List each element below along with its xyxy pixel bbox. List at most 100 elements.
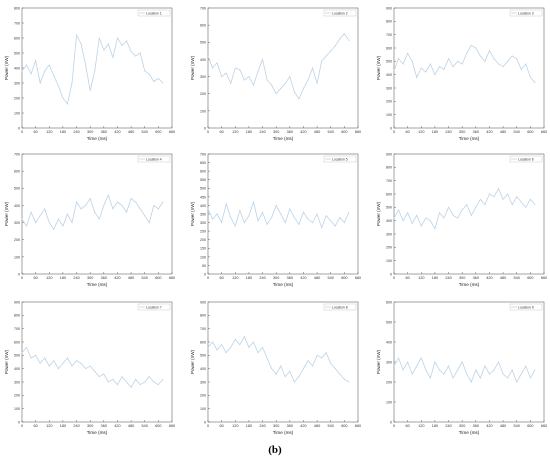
data-point [275, 93, 277, 95]
data-point [157, 78, 159, 79]
y-tick-label: 150 [200, 247, 206, 251]
y-tick-label: 700 [200, 6, 206, 10]
y-tick-label: 900 [14, 300, 20, 304]
y-tick-label: 0 [390, 126, 392, 130]
data-point [126, 40, 128, 42]
data-point [153, 81, 155, 82]
x-tick-label: 420 [486, 424, 492, 428]
data-point [348, 381, 350, 383]
y-tick-label: 0 [204, 126, 206, 130]
data-point [275, 204, 277, 206]
data-point [80, 208, 82, 210]
legend-label: Location 6 [518, 157, 534, 161]
data-point [420, 357, 422, 359]
x-tick-label: 660 [355, 424, 361, 428]
data-point [98, 218, 100, 220]
data-point [121, 376, 123, 378]
data-point [271, 84, 273, 86]
chart-panel: 0 100 200 300 400 500 600 700 0 60 120 180 240 300 360… [4, 152, 175, 287]
x-tick-label: 180 [60, 130, 66, 134]
data-point [520, 373, 522, 375]
x-tick-label: 240 [259, 276, 265, 280]
x-tick-label: 300 [459, 130, 465, 134]
data-point [271, 368, 273, 370]
data-point [475, 206, 477, 208]
data-point [212, 67, 214, 69]
series-line [393, 44, 536, 83]
data-point [148, 376, 150, 378]
data-point [493, 369, 495, 371]
y-tick-label: 400 [14, 367, 20, 371]
data-point [325, 55, 327, 57]
data-point [475, 369, 477, 371]
x-tick-label: 60 [34, 424, 38, 428]
x-tick-label: 540 [514, 276, 520, 280]
data-point [266, 79, 268, 81]
data-point [85, 64, 87, 66]
data-point [257, 220, 259, 222]
data-point [230, 216, 232, 218]
data-point [280, 88, 282, 90]
data-point [461, 209, 463, 211]
data-point [135, 378, 137, 380]
x-tick-label: 240 [445, 424, 451, 428]
legend-label: Location 9 [518, 305, 534, 309]
data-point [112, 57, 114, 58]
data-point [438, 369, 440, 371]
y-tick-label: 200 [14, 238, 20, 242]
x-tick-label: 180 [246, 424, 252, 428]
data-point [57, 368, 59, 370]
data-point [448, 206, 450, 208]
data-point [243, 222, 245, 224]
data-point [89, 365, 91, 367]
y-tick-label: 400 [200, 204, 206, 208]
data-point [488, 50, 490, 52]
x-tick-label: 540 [514, 130, 520, 134]
x-tick-label: 600 [155, 424, 161, 428]
y-axis-label: Power (nW) [4, 349, 9, 374]
data-point [298, 376, 300, 378]
data-point [252, 201, 254, 203]
data-point [511, 55, 513, 57]
x-tick-label: 420 [300, 130, 306, 134]
legend-box [137, 9, 171, 17]
data-point [434, 228, 436, 230]
data-point [407, 212, 409, 214]
data-point [407, 52, 409, 54]
x-tick-label: 480 [500, 424, 506, 428]
data-point [284, 82, 286, 84]
data-point [266, 357, 268, 359]
y-tick-label: 200 [386, 380, 392, 384]
data-point [62, 97, 64, 99]
x-tick-label: 420 [300, 424, 306, 428]
data-point [230, 82, 232, 84]
data-point [479, 377, 481, 379]
data-point [321, 357, 323, 359]
x-tick-label: 660 [169, 424, 175, 428]
data-point [26, 225, 28, 227]
y-tick-label: 300 [14, 380, 20, 384]
data-point [257, 70, 259, 72]
x-tick-label: 240 [445, 276, 451, 280]
data-point [221, 222, 223, 224]
plot-frame [207, 7, 359, 129]
data-point [80, 362, 82, 364]
x-tick-label: 300 [273, 424, 279, 428]
x-tick-label: 120 [418, 130, 424, 134]
data-point [452, 377, 454, 379]
data-point [248, 215, 250, 217]
data-point [230, 346, 232, 348]
data-point [479, 198, 481, 200]
y-tick-label: 650 [200, 161, 206, 165]
x-tick-label: 600 [155, 276, 161, 280]
x-tick-label: 540 [328, 424, 334, 428]
data-point [280, 213, 282, 215]
x-tick-label: 0 [207, 276, 209, 280]
plot-frame [21, 7, 173, 129]
data-point [343, 378, 345, 380]
x-tick-label: 540 [142, 276, 148, 280]
data-point [103, 373, 105, 375]
data-point [248, 346, 250, 348]
data-point [334, 368, 336, 370]
y-tick-label: 800 [386, 20, 392, 24]
